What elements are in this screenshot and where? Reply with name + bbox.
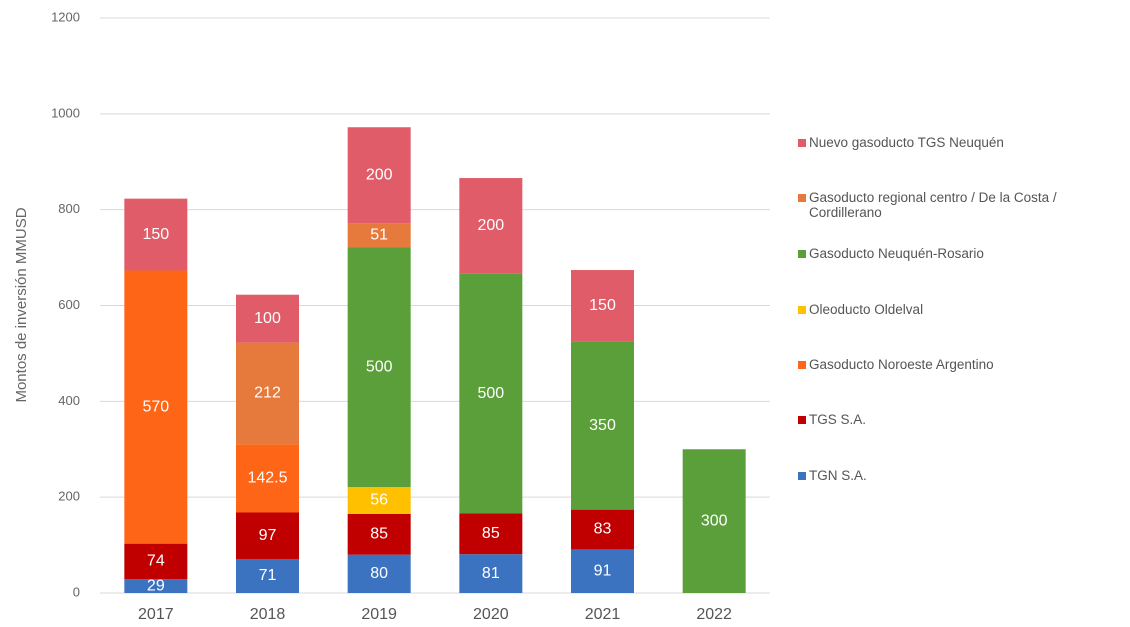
x-tick-label: 2022 <box>696 606 732 623</box>
legend-swatch <box>798 250 806 258</box>
bar-segment <box>124 579 188 593</box>
y-tick-label: 400 <box>58 393 80 408</box>
data-label: 500 <box>477 385 504 402</box>
data-label: 56 <box>370 492 388 509</box>
bar-segment <box>459 178 523 274</box>
data-label: 212 <box>254 385 281 402</box>
x-tick-label: 2019 <box>361 606 397 623</box>
legend-swatch <box>798 472 806 480</box>
bar-segment <box>236 444 299 513</box>
bar-segment <box>347 513 411 555</box>
data-label: 300 <box>701 512 728 529</box>
y-axis-label: Montos de inversión MMUSD <box>13 207 30 402</box>
bar-segment <box>571 270 634 342</box>
bar-segment <box>459 273 523 514</box>
bar-segment <box>124 270 188 544</box>
data-label: 100 <box>254 310 281 327</box>
data-label: 500 <box>366 359 393 376</box>
legend-label: Nuevo gasoducto TGS Neuquén <box>809 135 1004 150</box>
bar-segment <box>236 342 299 445</box>
legend-label: Gasoducto Neuquén-Rosario <box>809 246 984 261</box>
y-tick-label: 200 <box>58 489 80 504</box>
bar-segment <box>124 198 188 271</box>
y-tick-label: 600 <box>58 297 80 312</box>
bar-segment <box>347 554 411 593</box>
legend-swatch <box>798 139 806 147</box>
data-label: 350 <box>589 417 616 434</box>
data-label: 85 <box>482 525 500 542</box>
legend-label: Gasoducto regional centro / De la Costa … <box>809 190 1057 220</box>
x-tick-label: 2018 <box>250 606 286 623</box>
legend-item: Gasoducto Noroeste Argentino <box>798 357 1108 372</box>
legend-label: TGS S.A. <box>809 412 867 427</box>
bar-segment <box>124 543 188 580</box>
bar-segment <box>236 294 299 343</box>
data-label: 51 <box>370 227 388 244</box>
data-label: 81 <box>482 565 500 582</box>
y-tick-label: 1000 <box>51 105 80 120</box>
data-label: 570 <box>142 398 169 415</box>
x-tick-label: 2020 <box>473 606 509 623</box>
bar-segment <box>347 223 411 248</box>
data-label: 83 <box>594 521 612 538</box>
data-label: 74 <box>147 553 165 570</box>
y-tick-label: 1200 <box>51 9 80 24</box>
data-label: 71 <box>259 567 277 584</box>
legend-item: Oleoducto Oldelval <box>798 302 1108 317</box>
legend-swatch <box>798 194 806 202</box>
data-label: 80 <box>370 565 388 582</box>
legend-item: Nuevo gasoducto TGS Neuquén <box>798 135 1108 150</box>
legend-swatch <box>798 306 806 314</box>
legend-item: Gasoducto regional centro / De la Costa … <box>798 190 1108 220</box>
data-label: 91 <box>594 562 612 579</box>
x-tick-label: 2021 <box>585 606 621 623</box>
bar-segment <box>347 487 411 514</box>
bar-segment <box>347 247 411 488</box>
data-label: 85 <box>370 526 388 543</box>
legend-swatch <box>798 416 806 424</box>
y-tick-label: 0 <box>73 584 80 599</box>
legend-label: Oleoducto Oldelval <box>809 302 924 317</box>
data-label: 29 <box>147 577 165 594</box>
bar-segment <box>571 549 634 593</box>
data-label: 200 <box>366 166 393 183</box>
data-label: 97 <box>259 527 277 544</box>
bar-segment <box>682 449 746 593</box>
legend-label: TGN S.A. <box>809 468 867 483</box>
legend-swatch <box>798 361 806 369</box>
x-tick-label: 2017 <box>138 606 174 623</box>
data-label: 150 <box>589 297 616 314</box>
bar-segment <box>571 341 634 510</box>
legend-item: TGS S.A. <box>798 412 1108 427</box>
legend-item: TGN S.A. <box>798 468 1108 483</box>
data-label: 200 <box>477 217 504 234</box>
legend-item: Gasoducto Neuquén-Rosario <box>798 246 1108 261</box>
y-tick-label: 800 <box>58 201 80 216</box>
bar-segment <box>571 509 634 550</box>
bar-segment <box>459 513 523 555</box>
bar-segment <box>236 512 299 559</box>
bar-segment <box>236 558 299 593</box>
bar-segment <box>347 127 411 224</box>
data-label: 142.5 <box>247 470 287 487</box>
legend-label: Gasoducto Noroeste Argentino <box>809 357 994 372</box>
bar-segment <box>459 554 523 593</box>
data-label: 150 <box>142 226 169 243</box>
